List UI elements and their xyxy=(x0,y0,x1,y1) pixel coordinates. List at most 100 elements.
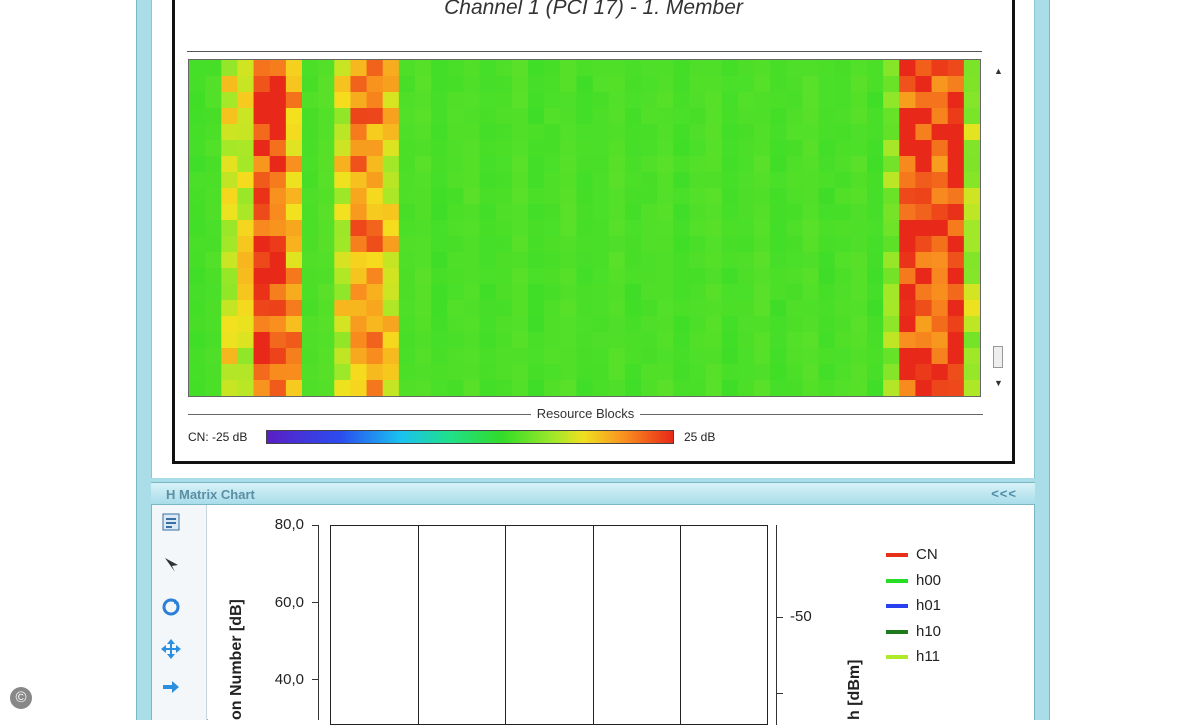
heatmap-cell xyxy=(931,124,949,141)
heatmap-cell xyxy=(431,92,448,109)
heatmap-cell xyxy=(883,172,900,189)
heatmap-cell xyxy=(931,252,949,269)
heatmap-cell xyxy=(415,124,432,141)
heatmap-cell xyxy=(350,236,368,253)
scroll-up-icon[interactable]: ▲ xyxy=(994,66,1003,76)
heatmap-cell xyxy=(382,364,400,381)
h-matrix-chart[interactable] xyxy=(208,505,1034,720)
heatmap-cell xyxy=(528,204,545,221)
heatmap-cell xyxy=(528,300,545,317)
heatmap-cell xyxy=(802,204,820,221)
heatmap-cell xyxy=(318,380,335,396)
collapse-button[interactable]: <<< xyxy=(991,486,1017,501)
heatmap-cell xyxy=(269,172,287,189)
heatmap-cell xyxy=(382,188,400,205)
heatmap-cell xyxy=(415,364,432,381)
heatmap-cell xyxy=(850,92,868,109)
heatmap-cell xyxy=(447,140,465,157)
heatmap-cell xyxy=(576,108,594,125)
heatmap-cell xyxy=(915,364,933,381)
heatmap-cell xyxy=(899,172,917,189)
refresh-icon[interactable] xyxy=(160,597,182,619)
heatmap-cell xyxy=(689,284,707,301)
heatmap-cell xyxy=(302,220,319,237)
y-axis-line xyxy=(318,525,319,720)
heatmap-cell xyxy=(867,92,884,109)
heatmap-cell xyxy=(334,332,352,349)
heatmap-cell xyxy=(495,236,513,253)
heatmap-plot[interactable] xyxy=(188,59,981,397)
heatmap-cell xyxy=(253,60,271,77)
heatmap-cell xyxy=(737,268,755,285)
heatmap-cell xyxy=(850,60,868,77)
heatmap-cell xyxy=(189,284,206,301)
heatmap-cell xyxy=(673,204,691,221)
heatmap-cell xyxy=(302,316,319,333)
heatmap-cell xyxy=(802,252,820,269)
pan-arrow-icon[interactable] xyxy=(160,677,182,699)
heatmap-cell xyxy=(237,316,255,333)
heatmap-cell xyxy=(366,300,384,317)
heatmap-cell xyxy=(237,332,255,349)
heatmap-cell xyxy=(560,124,578,141)
heatmap-cell xyxy=(770,348,787,365)
heatmap-cell xyxy=(511,124,529,141)
heatmap-cell xyxy=(544,268,561,285)
heatmap-cell xyxy=(576,380,594,396)
heatmap-cell xyxy=(947,252,965,269)
properties-icon[interactable] xyxy=(160,512,182,534)
scroll-thumb[interactable] xyxy=(993,346,1003,368)
heatmap-cell xyxy=(963,76,980,93)
heatmap-vertical-scrollbar[interactable]: ▲ ▼ xyxy=(990,62,1008,396)
heatmap-cell xyxy=(689,60,707,77)
heatmap-cell xyxy=(221,236,239,253)
heatmap-cell xyxy=(334,252,352,269)
heatmap-cell xyxy=(834,284,852,301)
heatmap-cell xyxy=(899,60,917,77)
heatmap-cell xyxy=(415,172,432,189)
heatmap-cell xyxy=(415,316,432,333)
heatmap-cell xyxy=(447,380,465,396)
heatmap-cell xyxy=(382,60,400,77)
heatmap-cell xyxy=(867,284,884,301)
heatmap-cell xyxy=(608,140,626,157)
heatmap-cell xyxy=(947,236,965,253)
heatmap-cell xyxy=(608,252,626,269)
cursor-icon[interactable] xyxy=(160,555,182,577)
heatmap-cell xyxy=(818,172,836,189)
heatmap-cell xyxy=(931,348,949,365)
heatmap-cell xyxy=(705,140,723,157)
heatmap-cell xyxy=(415,284,432,301)
heatmap-cell xyxy=(883,204,900,221)
heatmap-cell xyxy=(963,204,980,221)
heatmap-cell xyxy=(931,220,949,237)
heatmap-cell xyxy=(398,268,416,285)
heatmap-cell xyxy=(963,316,980,333)
heatmap-cell xyxy=(528,76,545,93)
heatmap-cell xyxy=(592,252,610,269)
heatmap-cell xyxy=(883,220,900,237)
heatmap-cell xyxy=(528,268,545,285)
heatmap-cell xyxy=(931,316,949,333)
heatmap-cell xyxy=(673,60,691,77)
heatmap-cell xyxy=(285,316,303,333)
heatmap-cell xyxy=(624,204,642,221)
copyright-badge: © xyxy=(10,687,32,709)
heatmap-cell xyxy=(867,380,884,396)
heatmap-cell xyxy=(560,236,578,253)
plot-area[interactable] xyxy=(330,525,768,725)
heatmap-cell xyxy=(818,284,836,301)
heatmap-cell xyxy=(463,60,481,77)
heatmap-cell xyxy=(770,60,787,77)
move-icon[interactable] xyxy=(160,638,182,660)
heatmap-cell xyxy=(721,108,739,125)
heatmap-cell xyxy=(883,348,900,365)
scroll-down-icon[interactable]: ▼ xyxy=(994,378,1003,388)
heatmap-cell xyxy=(899,300,917,317)
heatmap-cell xyxy=(253,380,271,396)
heatmap-cell xyxy=(770,236,787,253)
heatmap-cell xyxy=(673,268,691,285)
heatmap-cell xyxy=(382,140,400,157)
y-axis-title: on Number [dB] xyxy=(228,599,245,720)
heatmap-cell xyxy=(931,364,949,381)
